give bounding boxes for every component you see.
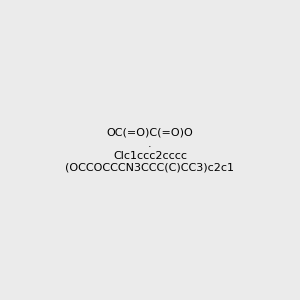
Text: OC(=O)C(=O)O
.
Clc1ccc2cccc
(OCCOCCCN3CCC(C)CC3)c2c1: OC(=O)C(=O)O . Clc1ccc2cccc (OCCOCCCN3CC… <box>65 128 235 172</box>
